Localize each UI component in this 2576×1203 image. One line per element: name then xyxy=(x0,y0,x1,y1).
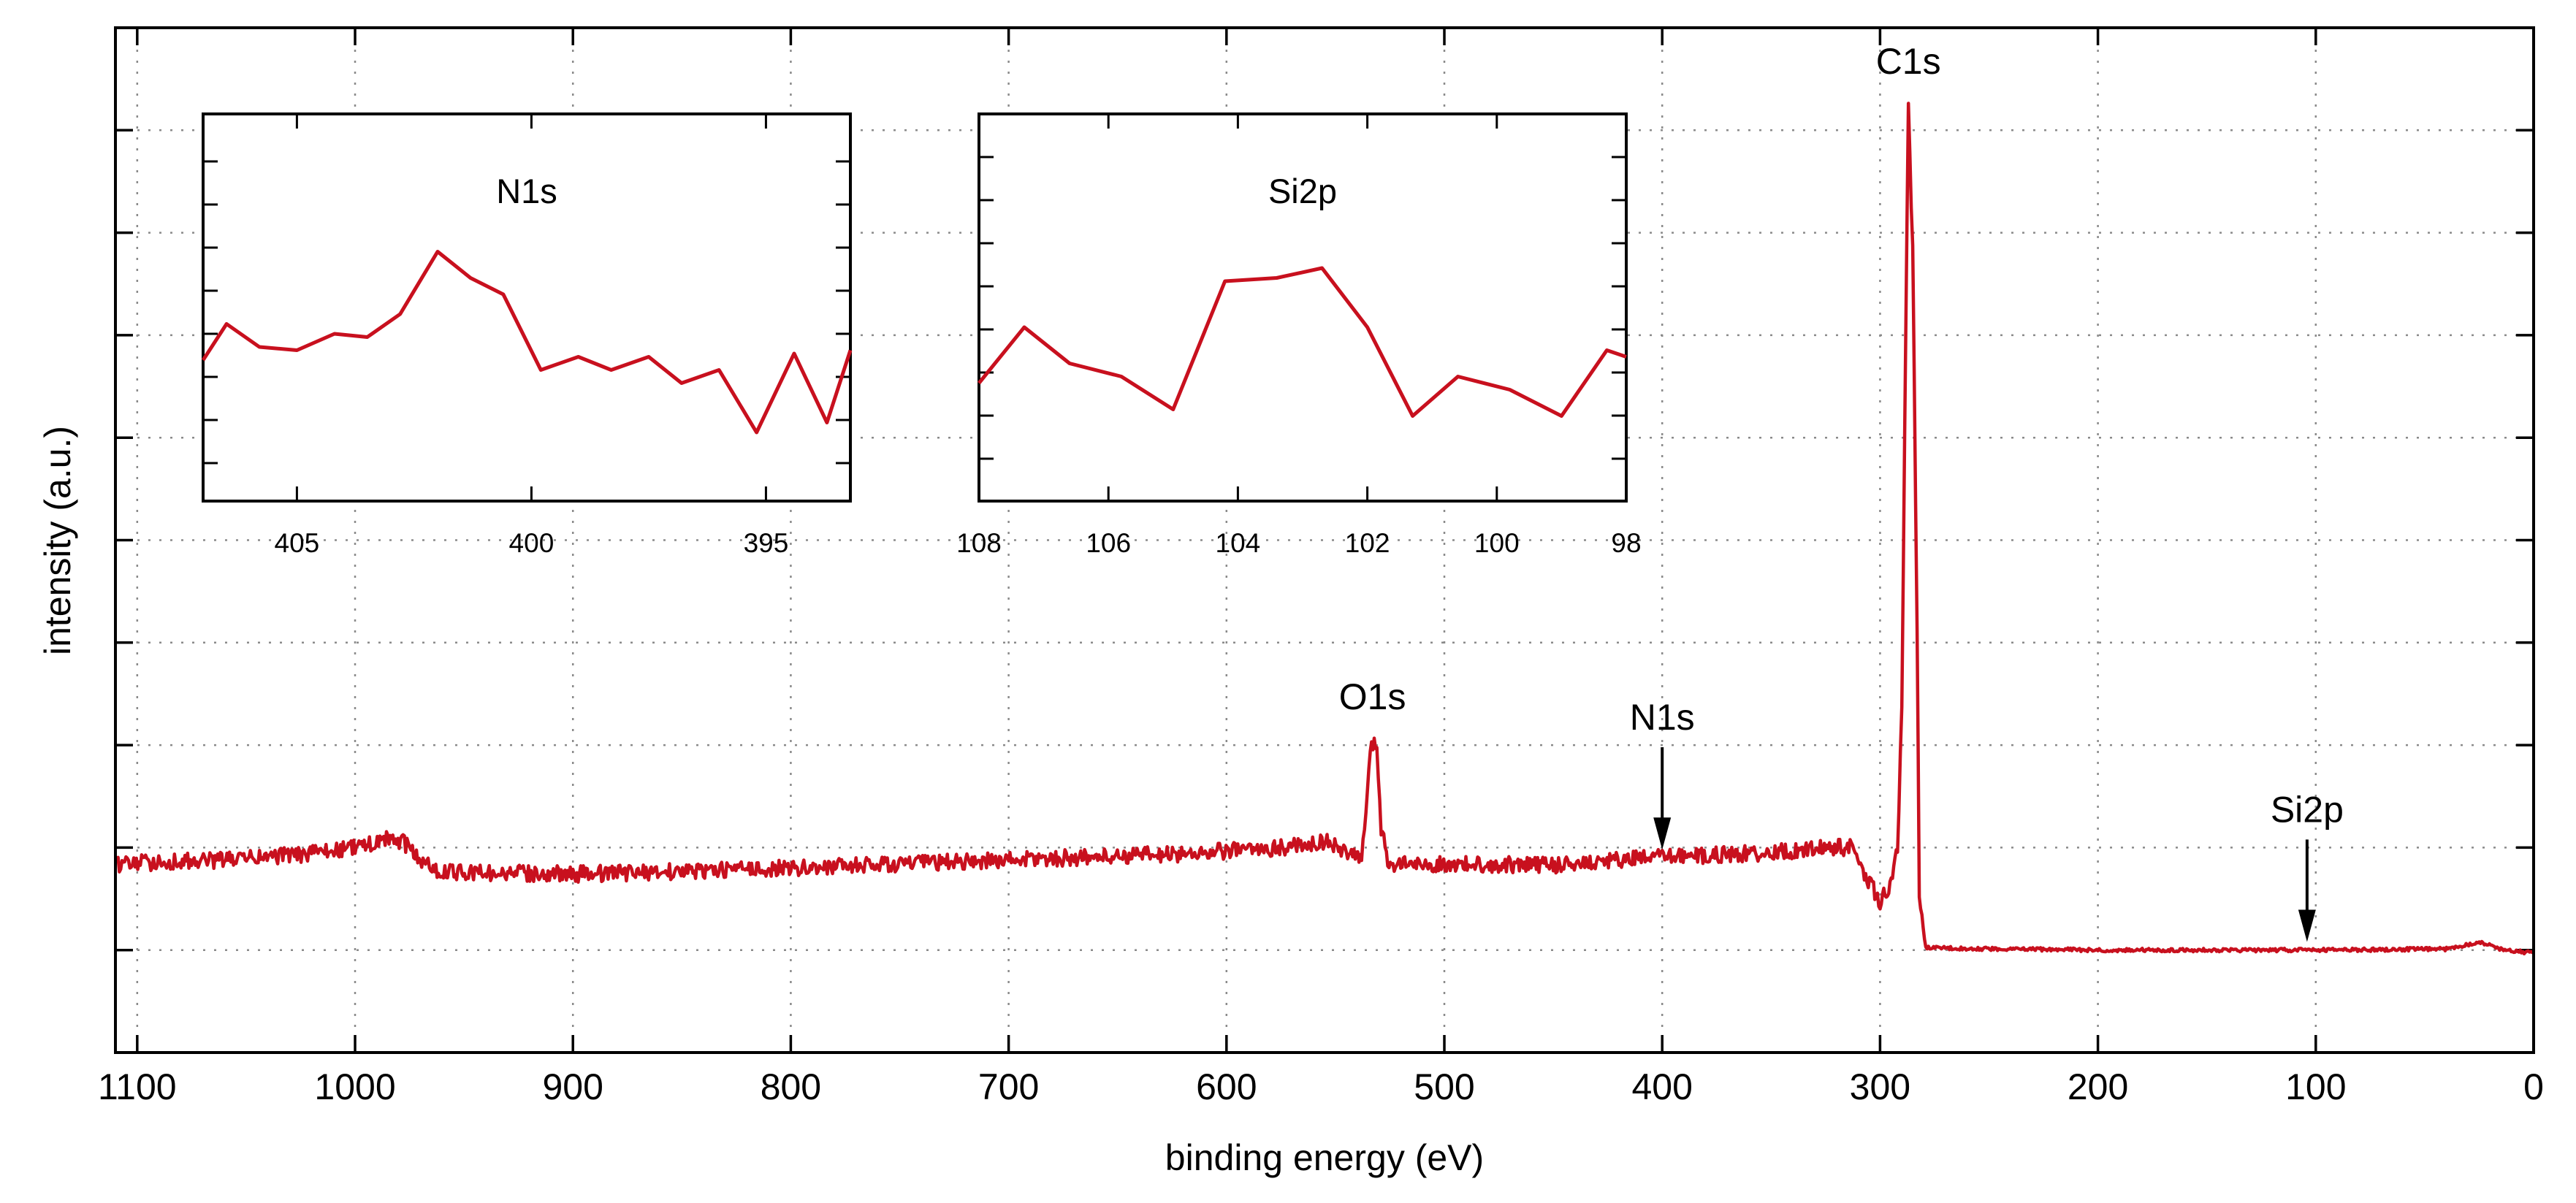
x-tick-label: 0 xyxy=(2523,1066,2544,1107)
insets: 405 400 395 N1s 108 106 104 102 100 98 Si2p xyxy=(201,112,1642,558)
inset-x-tick-label: 106 xyxy=(1086,528,1131,558)
x-tick-label: 1000 xyxy=(314,1066,395,1107)
inset-x-tick-label: 100 xyxy=(1474,528,1520,558)
inset-title: N1s xyxy=(496,172,557,210)
inset-x-tick-label: 108 xyxy=(956,528,1002,558)
main-x-tick-labels: 1100 1000 900 800 700 600 500 400 300 200 100 0 xyxy=(98,1066,2544,1107)
peak-label: O1s xyxy=(1339,676,1406,717)
inset-si2p: 108 106 104 102 100 98 Si2p xyxy=(956,112,1642,558)
arrow-head xyxy=(2298,909,2316,942)
peak-annotations: C1s O1s N1s Si2p xyxy=(1339,41,2344,942)
x-tick-label: 700 xyxy=(978,1066,1039,1107)
inset-series-line xyxy=(201,250,853,435)
y-axis-label: intensity (a.u.) xyxy=(37,426,78,655)
inset-x-tick-label: 104 xyxy=(1216,528,1261,558)
inset-x-tick-label: 400 xyxy=(509,528,555,558)
main-series xyxy=(114,102,2534,956)
x-tick-label: 400 xyxy=(1631,1066,1692,1107)
main-plot-frame xyxy=(114,26,2535,1054)
inset-x-tick-label: 395 xyxy=(744,528,789,558)
x-axis-label: binding energy (eV) xyxy=(1165,1137,1484,1178)
peak-label: Si2p xyxy=(2271,789,2344,830)
x-tick-label: 800 xyxy=(761,1066,821,1107)
x-tick-label: 500 xyxy=(1414,1066,1474,1107)
peak-label: N1s xyxy=(1630,697,1695,738)
inset-n1s: 405 400 395 N1s xyxy=(201,112,853,558)
inset-x-tick-label: 405 xyxy=(275,528,320,558)
inset-series-line xyxy=(978,266,1627,418)
x-tick-label: 300 xyxy=(1850,1066,1910,1107)
inset-x-tick-label: 98 xyxy=(1611,528,1641,558)
peak-label: C1s xyxy=(1876,41,1941,82)
inset-title: Si2p xyxy=(1268,172,1337,210)
x-tick-label: 100 xyxy=(2285,1066,2346,1107)
arrow-head xyxy=(1653,817,1672,850)
x-tick-label: 200 xyxy=(2068,1066,2128,1107)
series-line xyxy=(114,102,2534,956)
inset-frame xyxy=(202,112,852,503)
x-tick-label: 900 xyxy=(542,1066,603,1107)
x-tick-label: 1100 xyxy=(98,1066,177,1107)
x-tick-label: 600 xyxy=(1196,1066,1257,1107)
inset-frame xyxy=(978,112,1628,503)
inset-x-tick-label: 102 xyxy=(1345,528,1390,558)
